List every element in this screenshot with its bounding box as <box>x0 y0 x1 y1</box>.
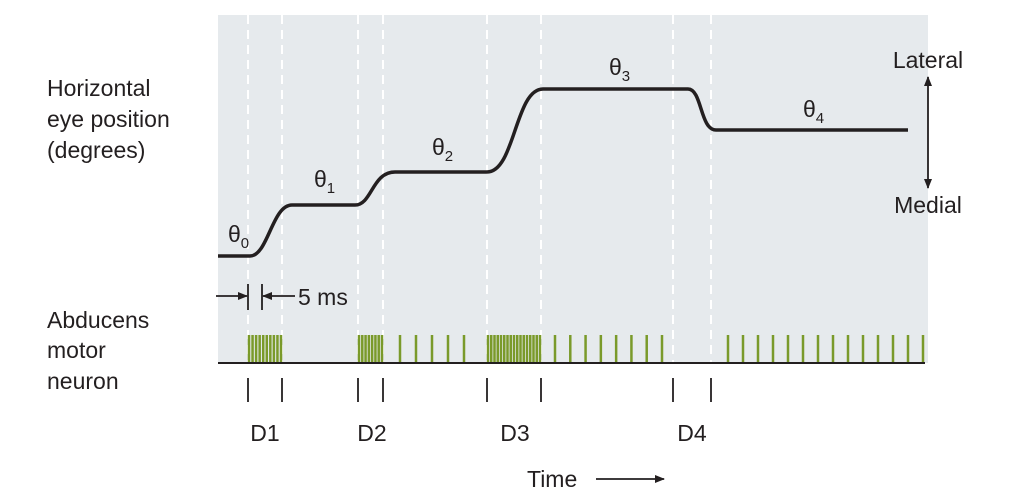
lateral-label: Lateral <box>893 47 963 73</box>
background-panel <box>218 15 928 363</box>
neuron-label: Abducens <box>47 307 149 333</box>
spike-train <box>247 335 925 362</box>
axis-label: Horizontal <box>47 75 151 101</box>
position-label: θ0 <box>228 221 249 252</box>
time-label: Time <box>527 466 577 492</box>
theta-subscript: 2 <box>445 148 453 165</box>
theta-symbol: θ <box>609 54 622 80</box>
eye-position-trace <box>218 87 908 258</box>
theta-symbol: θ <box>432 134 445 160</box>
duration-markers <box>247 378 712 402</box>
dashed-guides <box>247 15 712 363</box>
axis-label: eye position <box>47 106 170 132</box>
duration-label: D2 <box>357 420 386 446</box>
position-label: θ4 <box>803 96 824 127</box>
theta-symbol: θ <box>314 166 327 192</box>
theta-subscript: 1 <box>327 180 335 197</box>
position-label: θ3 <box>609 54 630 85</box>
duration-label: D4 <box>677 420 707 446</box>
neuron-label: neuron <box>47 368 119 394</box>
theta-symbol: θ <box>228 221 241 247</box>
theta-subscript: 3 <box>622 68 630 85</box>
medial-label: Medial <box>894 192 962 218</box>
duration-label: D3 <box>500 420 529 446</box>
position-label: θ2 <box>432 134 453 165</box>
axis-label: (degrees) <box>47 137 145 163</box>
theta-subscript: 0 <box>241 235 249 252</box>
position-label: θ1 <box>314 166 335 197</box>
theta-subscript: 4 <box>816 110 824 127</box>
interval-label: 5 ms <box>298 284 348 310</box>
neuron-label: motor <box>47 337 106 363</box>
theta-symbol: θ <box>803 96 816 122</box>
duration-label: D1 <box>250 420 279 446</box>
